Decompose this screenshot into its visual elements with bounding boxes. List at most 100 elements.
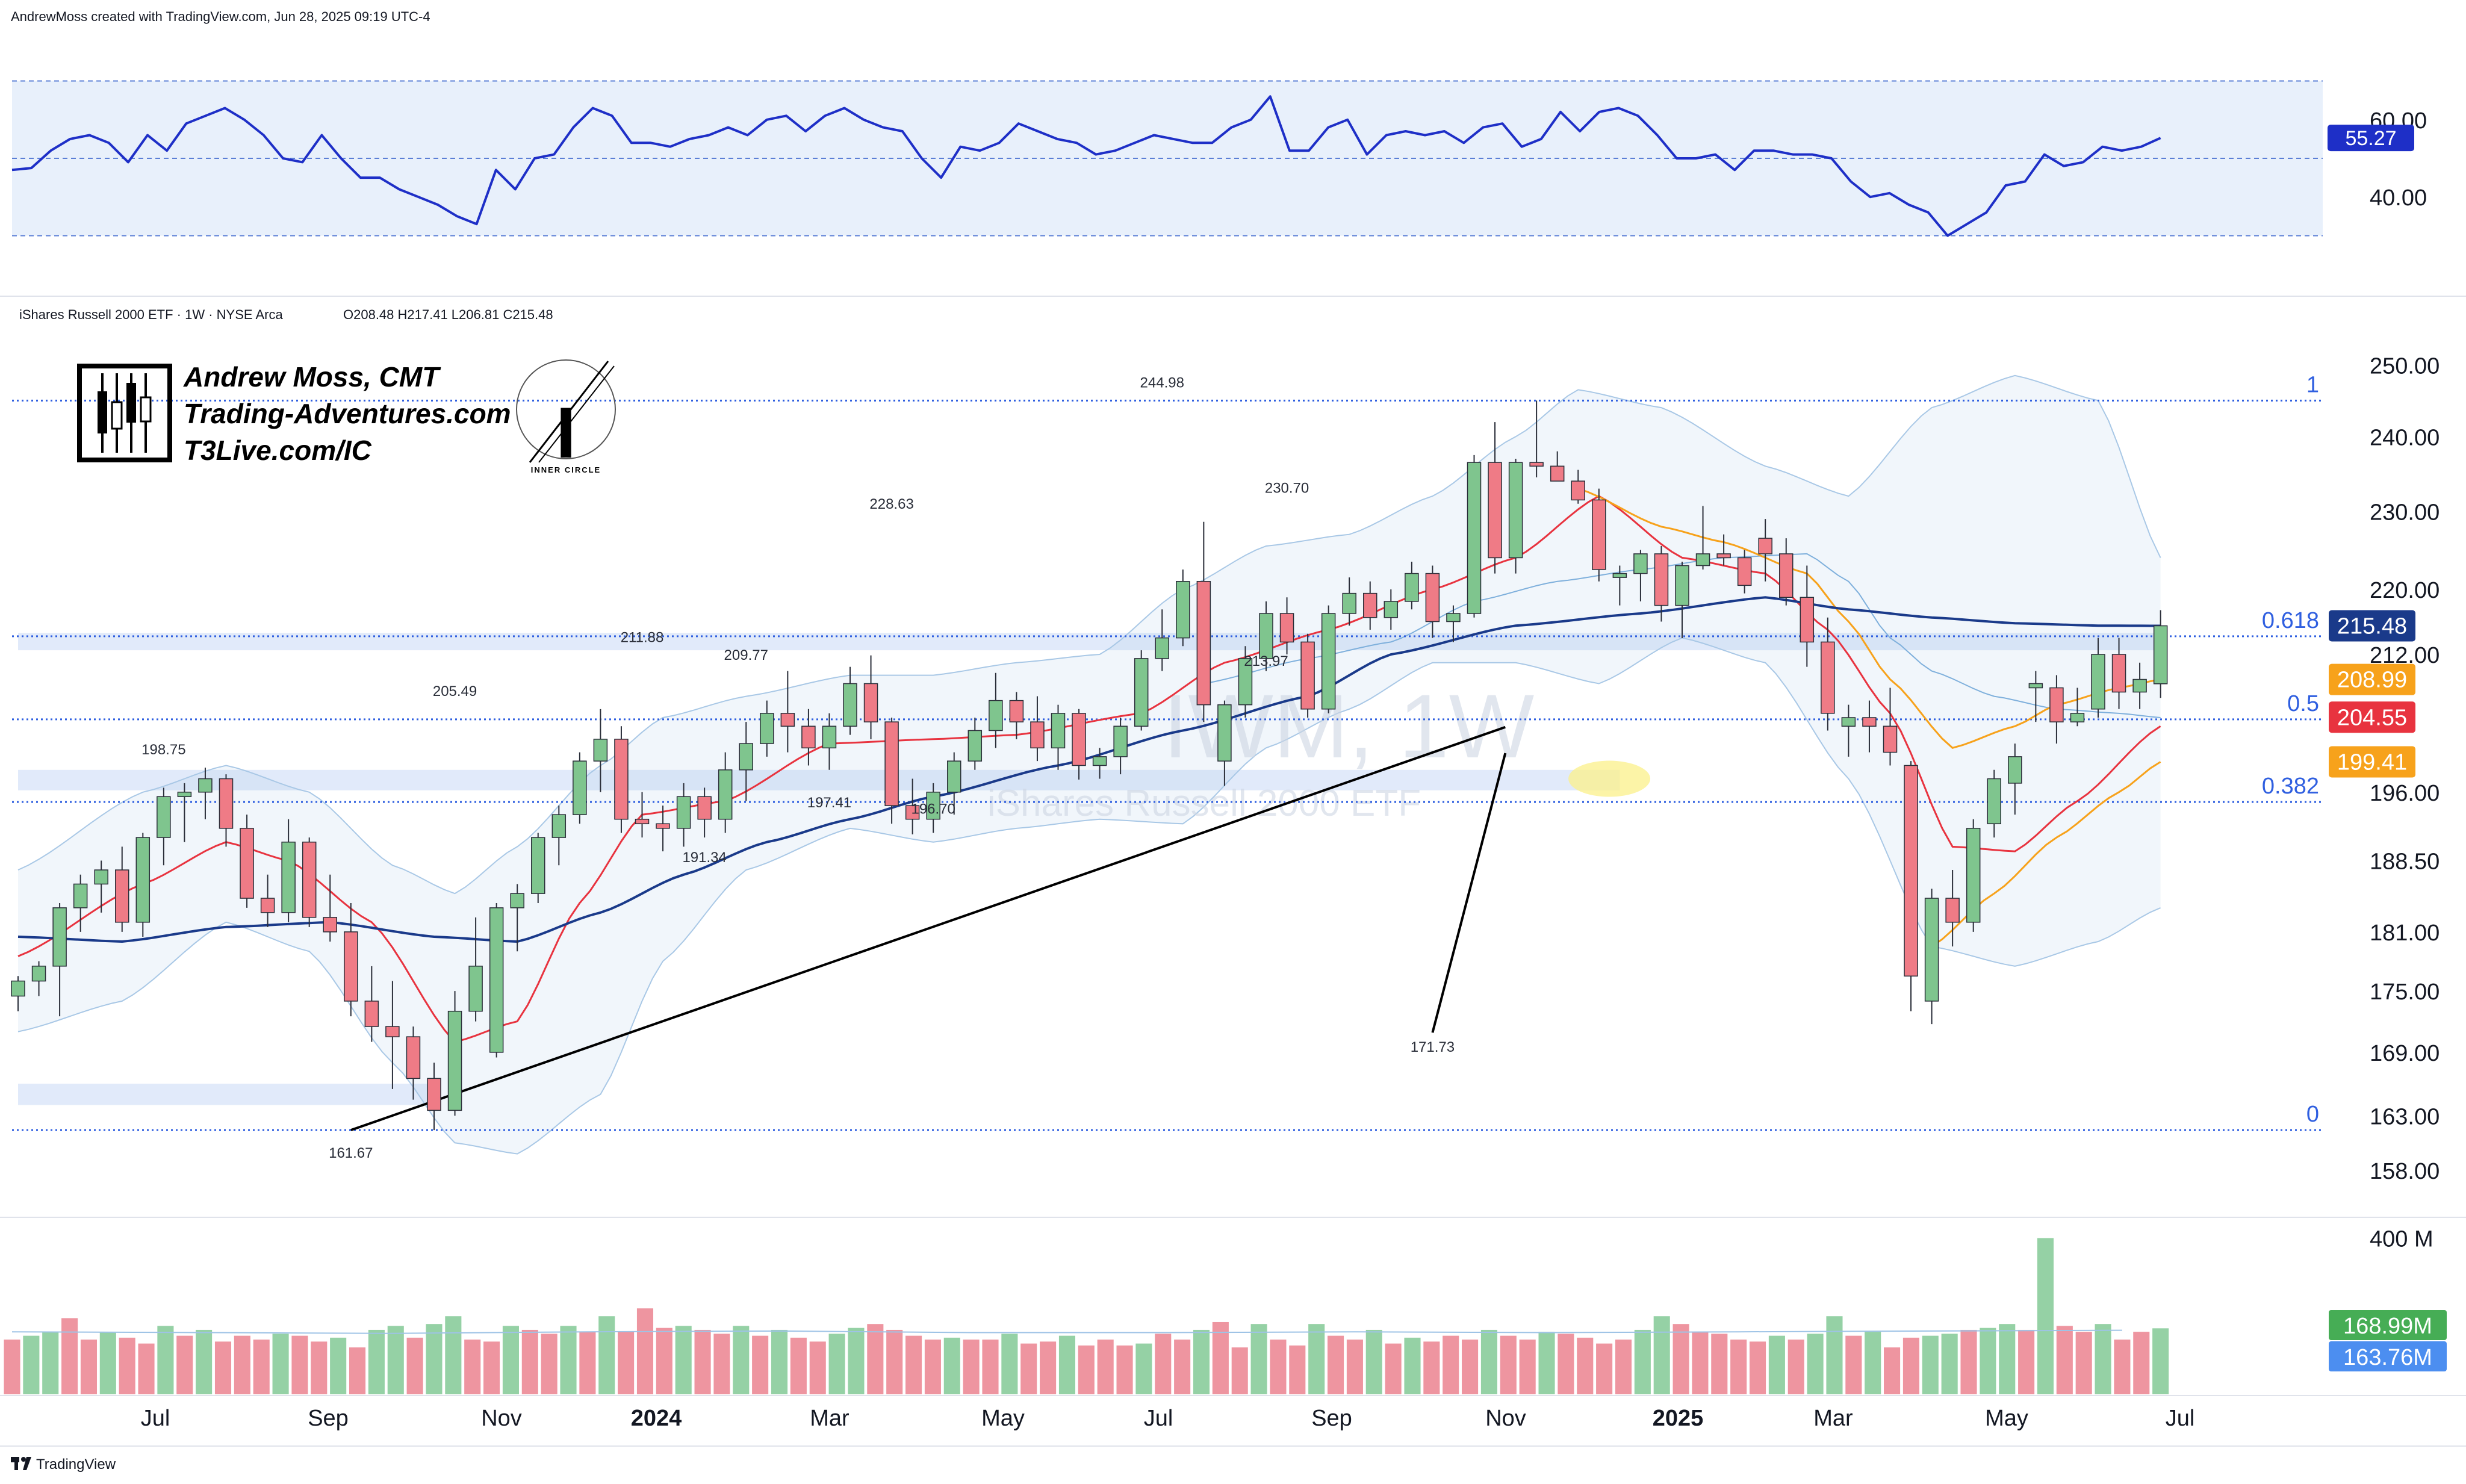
price-tick: 188.50: [2370, 849, 2440, 875]
price-annotations: 198.75 205.49 211.88 209.77 228.63 244.98 230.…: [141, 374, 1455, 1161]
volume-bar-28: [541, 1333, 557, 1394]
volume-bar-87: [1672, 1324, 1689, 1394]
volume-badge-1: [2329, 1341, 2447, 1371]
volume-bar-36: [694, 1329, 711, 1394]
price-annotation: 161.67: [329, 1145, 373, 1161]
trendline-0: [350, 725, 1506, 1132]
candle-body: [1217, 704, 1232, 762]
candle-body: [2132, 678, 2147, 693]
price-tick: 175.00: [2370, 980, 2440, 1005]
author-name: Andrew Moss, CMT: [183, 361, 441, 393]
candle-body: [1446, 613, 1461, 622]
candle-body: [1987, 778, 2001, 825]
candle-83: [1737, 550, 1752, 594]
time-tick: Nov: [1485, 1406, 1526, 1431]
bollinger-upper: [17, 374, 2161, 895]
volume-bar-34: [656, 1327, 672, 1394]
volume-bar-41: [790, 1337, 807, 1394]
candle-59: [1238, 646, 1253, 718]
symbol-info: iShares Russell 2000 ETF · 1W · NYSE Arc…: [19, 307, 283, 322]
volume-pane[interactable]: 400 M 168.99M 163.76M: [4, 1226, 2447, 1394]
volume-bar-2: [42, 1332, 59, 1394]
candle-38: [801, 709, 816, 766]
candle-63: [1321, 605, 1336, 713]
price-tick: 163.00: [2370, 1104, 2440, 1129]
fib-label: 1: [2306, 372, 2319, 397]
candle-72: [1508, 458, 1523, 574]
price-badges: 215.48 208.99 204.55 199.41: [2329, 610, 2415, 778]
candle-body: [1405, 573, 1419, 602]
volume-bar-19: [368, 1329, 385, 1394]
candle-body: [1113, 725, 1128, 757]
candle-70: [1467, 455, 1482, 618]
tradingview-logo-text: TradingView: [36, 1456, 116, 1473]
volume-bar-13: [253, 1340, 270, 1394]
volume-bar-54: [1040, 1341, 1057, 1394]
candle-11: [240, 815, 254, 908]
candle-66: [1384, 589, 1399, 630]
volume-bar-80: [1538, 1332, 1555, 1394]
candle-body: [2091, 654, 2105, 710]
candle-14: [302, 837, 317, 927]
volume-bar-83: [1596, 1343, 1613, 1394]
candle-body: [843, 683, 857, 727]
candle-body: [1092, 756, 1107, 766]
volume-bar-108: [2075, 1332, 2092, 1394]
candle-body: [926, 792, 940, 820]
candle-78: [1633, 550, 1648, 601]
volume-bar-29: [560, 1326, 577, 1394]
price-annotation: 244.98: [1140, 374, 1184, 391]
candle-body: [573, 760, 587, 815]
volume-bar-105: [2018, 1329, 2035, 1394]
volume-bar-4: [80, 1340, 97, 1394]
candle-60: [1259, 601, 1273, 671]
candle-body: [1488, 462, 1502, 559]
candle-body: [323, 917, 337, 933]
candle-body: [863, 683, 878, 722]
candle-body: [11, 980, 25, 997]
volume-bar-10: [196, 1329, 213, 1394]
volume-bar-53: [1020, 1343, 1037, 1394]
candle-53: [1113, 717, 1128, 775]
volume-bar-90: [1730, 1340, 1747, 1394]
candle-body: [1321, 613, 1336, 710]
time-axis[interactable]: Jul Sep Nov 2024 Mar May Jul Sep Nov 2025 Mar May Ju…: [141, 1406, 2195, 1431]
candle-body: [281, 841, 296, 913]
candlesticks: [11, 400, 2168, 1131]
candle-17: [364, 966, 379, 1042]
volume-bar-27: [521, 1329, 538, 1394]
candle-body: [1904, 765, 1918, 977]
volume-bar-49: [943, 1337, 960, 1394]
candle-body: [1467, 462, 1482, 614]
time-tick: Nov: [481, 1406, 522, 1431]
candle-body: [2008, 756, 2022, 784]
candle-body: [1779, 553, 1794, 598]
price-axis[interactable]: 250.00240.00230.00220.00212.00196.00188.…: [2370, 353, 2440, 1184]
volume-bar-79: [1519, 1340, 1536, 1394]
candle-93: [1945, 870, 1960, 947]
candle-body: [1633, 553, 1648, 574]
candle-body: [1072, 713, 1086, 766]
volume-bar-6: [119, 1337, 135, 1394]
rsi-value-label: 55.27: [2345, 127, 2396, 150]
candle-100: [2091, 638, 2105, 718]
candle-body: [240, 828, 254, 899]
volume-bars: [4, 1238, 2169, 1394]
candle-68: [1425, 565, 1440, 638]
price-pane[interactable]: IWM, 1W iShares Russell 2000 ETF 10.6180…: [11, 353, 2440, 1184]
time-tick: 2025: [1653, 1406, 1704, 1431]
volume-bar-9: [176, 1335, 193, 1394]
author-affiliation: T3Live.com/IC: [184, 435, 372, 466]
volume-bar-14: [272, 1333, 289, 1394]
candle-76: [1592, 488, 1606, 582]
candle-19: [406, 1026, 421, 1100]
candle-87: [1821, 617, 1835, 731]
candle-body: [1300, 641, 1315, 710]
trendlines[interactable]: [350, 725, 1507, 1132]
price-badge-2: [2329, 701, 2415, 733]
candle-body: [947, 760, 961, 793]
candle-1: [31, 961, 46, 996]
volume-bar-61: [1174, 1340, 1191, 1394]
